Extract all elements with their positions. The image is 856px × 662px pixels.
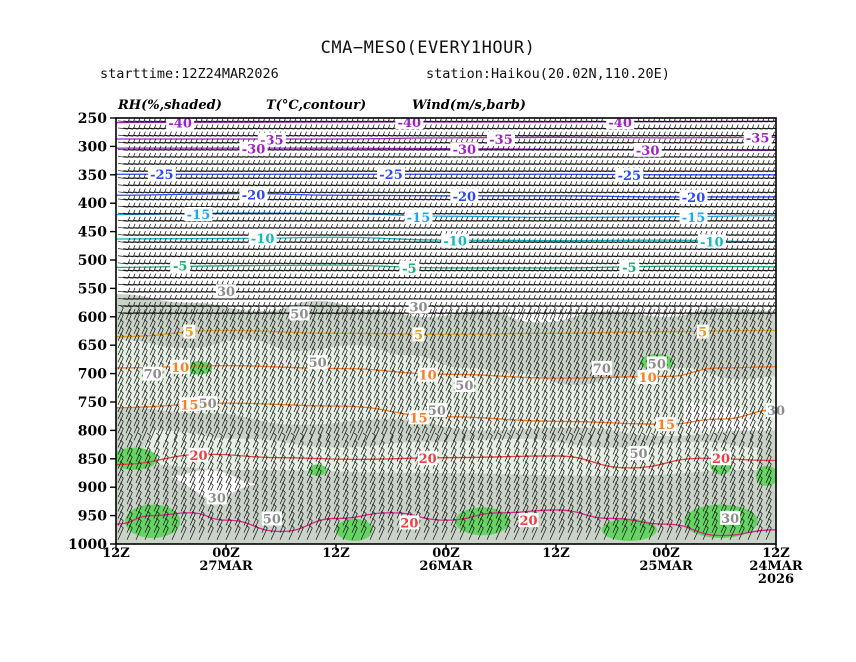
wind-barb bbox=[773, 196, 785, 201]
wind-barb-flag bbox=[783, 132, 785, 137]
wind-barb bbox=[773, 203, 785, 208]
rh-green-patch bbox=[601, 518, 657, 541]
wind-barb bbox=[773, 167, 785, 172]
wind-barb-flag bbox=[778, 117, 780, 122]
rh-green-patch bbox=[125, 504, 181, 539]
wind-barb-flag bbox=[783, 146, 785, 151]
wind-barb-flag bbox=[778, 174, 780, 179]
wind-barb-flag bbox=[783, 181, 785, 186]
wind-barb bbox=[773, 132, 785, 137]
wind-barb bbox=[773, 125, 785, 130]
wind-barb-flag bbox=[783, 196, 785, 201]
temp-contour-line bbox=[116, 192, 776, 198]
wind-barb-flag bbox=[778, 146, 780, 151]
wind-barb-flag bbox=[783, 203, 785, 208]
wind-barb-flag bbox=[778, 132, 780, 137]
rh-green-patch bbox=[116, 447, 158, 470]
wind-barb-flag bbox=[783, 117, 785, 122]
wind-barb-flag bbox=[778, 139, 780, 144]
wind-barb bbox=[773, 139, 785, 144]
wind-barb-flag bbox=[783, 139, 785, 144]
wind-barb-flag bbox=[778, 188, 780, 193]
wind-barb-flag bbox=[783, 160, 785, 165]
wind-barb-flag bbox=[778, 203, 780, 208]
wind-barb bbox=[773, 153, 785, 158]
wind-barb-flag bbox=[783, 153, 785, 158]
wind-barb bbox=[773, 188, 785, 193]
wind-barb-flag bbox=[778, 181, 780, 186]
wind-barb-flag bbox=[778, 125, 780, 130]
wind-barb-flag bbox=[783, 188, 785, 193]
wind-barb-flag bbox=[778, 167, 780, 172]
wind-barb bbox=[773, 146, 785, 151]
temp-contour-line bbox=[116, 264, 776, 269]
temp-contour-line bbox=[116, 136, 776, 140]
rh-green-patch bbox=[335, 518, 373, 541]
wind-barb-flag bbox=[783, 174, 785, 179]
wind-barb-flag bbox=[778, 196, 780, 201]
wind-barb-flag bbox=[783, 167, 785, 172]
wind-barb-flag bbox=[783, 125, 785, 130]
wind-barb-flag bbox=[778, 153, 780, 158]
temp-contour-line bbox=[116, 173, 776, 176]
wind-barb bbox=[773, 181, 785, 186]
wind-barb-flag bbox=[778, 160, 780, 165]
wind-barb bbox=[773, 160, 785, 165]
